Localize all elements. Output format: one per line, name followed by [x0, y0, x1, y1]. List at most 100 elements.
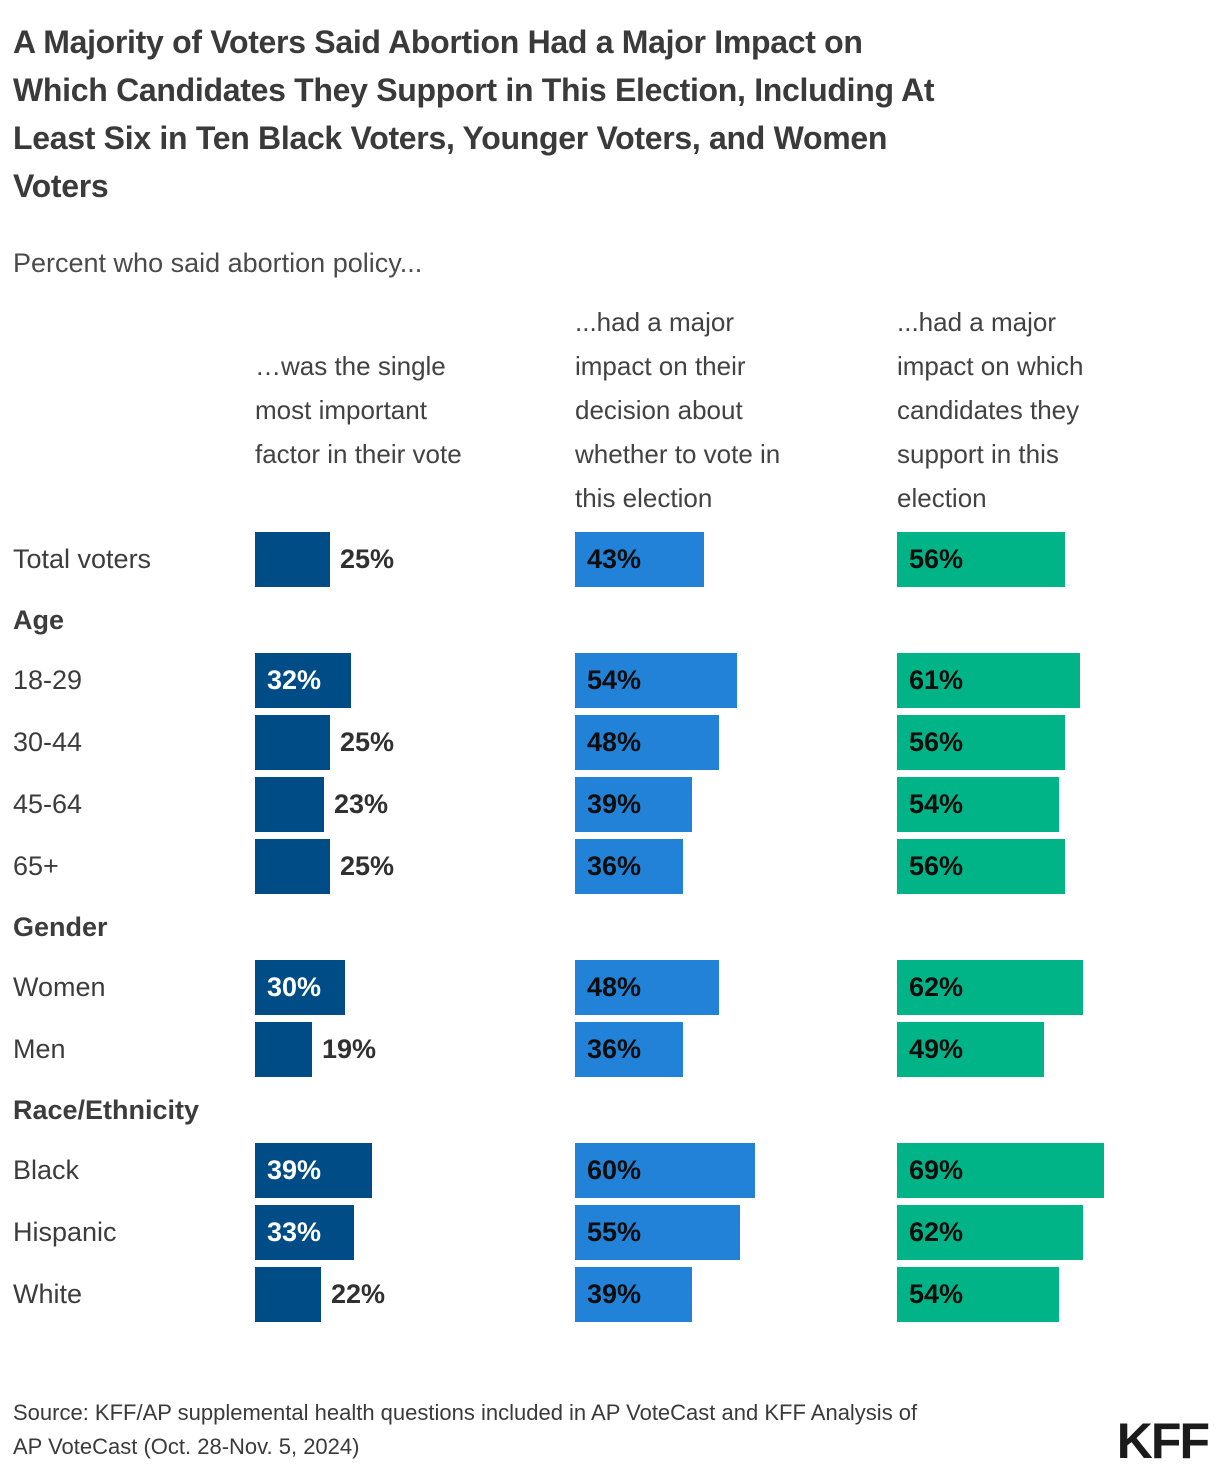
- row-label: 45-64: [13, 789, 83, 819]
- bar-value-label: 43%: [587, 544, 642, 574]
- bar-cell: 56%: [897, 839, 1065, 894]
- bar-series-1: 33%: [255, 1205, 354, 1260]
- row-label: Black: [13, 1155, 80, 1185]
- bar-series-1: [255, 1267, 321, 1322]
- row-label: White: [13, 1279, 83, 1309]
- bar-series-2: 48%: [575, 715, 719, 770]
- bar-value-label: 32%: [267, 665, 322, 695]
- bar-cell: 33%: [255, 1205, 354, 1260]
- bar-series-2: 39%: [575, 777, 692, 832]
- bar-value-label: 33%: [267, 1217, 322, 1247]
- bar-value-label: 54%: [909, 1279, 964, 1309]
- bar-series-2: 48%: [575, 960, 719, 1015]
- bar-series-1: 32%: [255, 653, 351, 708]
- bar-value-label: 36%: [587, 1034, 642, 1064]
- column-header-impact-whether-to-vote: ...had a major impact on their decision …: [575, 307, 781, 513]
- bar-value-label: 54%: [909, 789, 964, 819]
- bar-value-label: 19%: [322, 1034, 377, 1064]
- bar-cell: 39%: [575, 777, 692, 832]
- bar-value-label: 48%: [587, 972, 642, 1002]
- bar-series-3: 56%: [897, 839, 1065, 894]
- row-label: Hispanic: [13, 1217, 117, 1247]
- bar-cell: 56%: [897, 715, 1065, 770]
- bar-value-label: 30%: [267, 972, 322, 1002]
- row-label: Total voters: [13, 544, 152, 574]
- bar-cell: 54%: [897, 1267, 1059, 1322]
- chart-row-30-44: 30-44 25% 48% 56%: [0, 715, 1220, 770]
- row-label: 65+: [13, 851, 59, 881]
- chart-row-65: 65+ 25% 36% 56%: [0, 839, 1220, 894]
- bar-value-label: 25%: [340, 851, 395, 881]
- chart-row-18-29: 18-29 32% 54% 61%: [0, 653, 1220, 708]
- chart-row-hispanic: Hispanic 33% 55% 62%: [0, 1205, 1220, 1260]
- bar-series-1: 30%: [255, 960, 345, 1015]
- bar-value-label: 56%: [909, 851, 964, 881]
- bar-series-1: [255, 1022, 312, 1077]
- bar-series-2: 36%: [575, 1022, 683, 1077]
- bar-value-label: 25%: [340, 544, 395, 574]
- bar-value-label: 54%: [587, 665, 642, 695]
- bar-series-1: [255, 839, 330, 894]
- bar-cell: 69%: [897, 1143, 1104, 1198]
- bar-value-label: 60%: [587, 1155, 642, 1185]
- bar-value-label: 56%: [909, 727, 964, 757]
- chart-title: A Majority of Voters Said Abortion Had a…: [13, 24, 935, 204]
- kff-logo: KFF: [1116, 1413, 1210, 1469]
- bar-series-2: 43%: [575, 532, 704, 587]
- bar-series-3: 54%: [897, 1267, 1059, 1322]
- bar-cell: 36%: [575, 1022, 683, 1077]
- row-label: Women: [13, 972, 106, 1002]
- bar-series-3: 56%: [897, 532, 1065, 587]
- bar-cell: 39%: [575, 1267, 692, 1322]
- row-label: 30-44: [13, 727, 83, 757]
- bar-cell: 56%: [897, 532, 1065, 587]
- bar-series-1: [255, 532, 330, 587]
- bar-value-label: 62%: [909, 1217, 964, 1247]
- bar-value-label: 48%: [587, 727, 642, 757]
- bar-cell: 25%: [255, 839, 394, 894]
- bar-value-label: 62%: [909, 972, 964, 1002]
- bar-cell: 48%: [575, 960, 719, 1015]
- column-headers: …was the single most important factor in…: [0, 300, 1220, 520]
- section-label: Race/Ethnicity: [13, 1094, 200, 1125]
- bar-cell: 54%: [897, 777, 1059, 832]
- bar-series-1: 39%: [255, 1143, 372, 1198]
- bar-cell: 30%: [255, 960, 345, 1015]
- bar-cell: 60%: [575, 1143, 755, 1198]
- bar-value-label: 36%: [587, 851, 642, 881]
- bar-series-2: 60%: [575, 1143, 755, 1198]
- bar-cell: 36%: [575, 839, 683, 894]
- bar-cell: 62%: [897, 1205, 1083, 1260]
- bar-value-label: 25%: [340, 727, 395, 757]
- chart-rows: Total voters 25% 43% 56% Age 18-29 32% 54% 61% 30…: [0, 532, 1220, 1329]
- bar-cell: 61%: [897, 653, 1080, 708]
- bar-cell: 25%: [255, 532, 394, 587]
- bar-value-label: 61%: [909, 665, 964, 695]
- section-label: Age: [13, 604, 65, 635]
- chart-row-white: White 22% 39% 54%: [0, 1267, 1220, 1322]
- bar-cell: 55%: [575, 1205, 740, 1260]
- bar-value-label: 23%: [334, 789, 389, 819]
- bar-series-1: [255, 715, 330, 770]
- bar-cell: 54%: [575, 653, 737, 708]
- bar-cell: 23%: [255, 777, 388, 832]
- bar-series-3: 62%: [897, 960, 1083, 1015]
- bar-series-3: 62%: [897, 1205, 1083, 1260]
- chart-row-women: Women 30% 48% 62%: [0, 960, 1220, 1015]
- section-header-race-ethnicity: Race/Ethnicity: [0, 1084, 1220, 1136]
- bar-cell: 62%: [897, 960, 1083, 1015]
- bar-series-3: 56%: [897, 715, 1065, 770]
- bar-series-3: 49%: [897, 1022, 1044, 1077]
- section-header-age: Age: [0, 594, 1220, 646]
- bar-value-label: 56%: [909, 544, 964, 574]
- section-label: Gender: [13, 911, 108, 942]
- chart-row-black: Black 39% 60% 69%: [0, 1143, 1220, 1198]
- column-header-impact-which-candidates: ...had a major impact on which candidate…: [897, 307, 1084, 513]
- bar-value-label: 22%: [331, 1279, 386, 1309]
- section-header-gender: Gender: [0, 901, 1220, 953]
- bar-value-label: 69%: [909, 1155, 964, 1185]
- bar-series-2: 54%: [575, 653, 737, 708]
- bar-series-3: 61%: [897, 653, 1080, 708]
- chart-row-45-64: 45-64 23% 39% 54%: [0, 777, 1220, 832]
